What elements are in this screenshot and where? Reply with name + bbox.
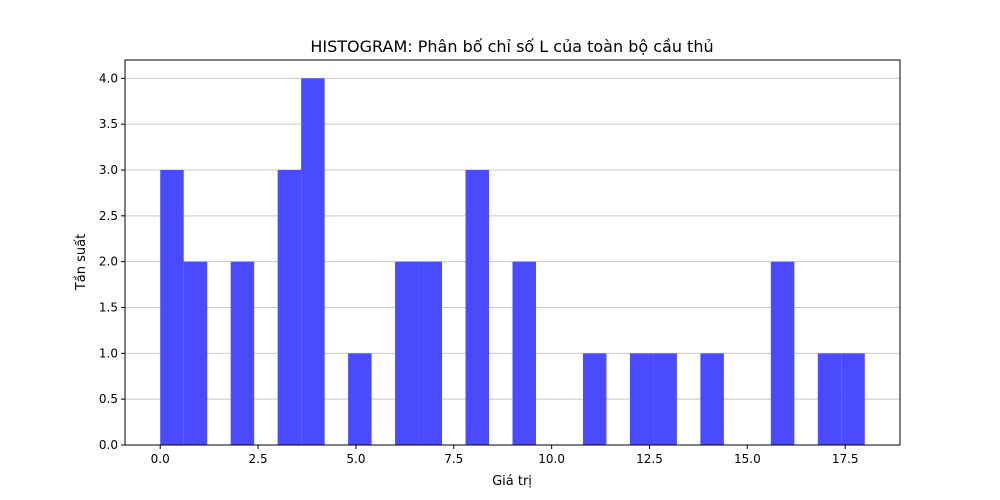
y-axis-label: Tần suất (74, 234, 89, 291)
histogram-bar (160, 170, 184, 445)
y-tick-label: 0.5 (99, 392, 118, 406)
histogram-bar (465, 170, 490, 445)
histogram-bar (770, 261, 795, 445)
histogram-bar (700, 353, 724, 445)
histogram-bar (653, 353, 677, 445)
y-tick-label: 2.0 (99, 255, 118, 269)
histogram-bar (582, 353, 607, 445)
chart-title: HISTOGRAM: Phân bố chỉ số L của toàn bộ … (310, 37, 713, 56)
x-tick-label: 10.0 (538, 452, 565, 466)
plot-frame (124, 59, 901, 446)
x-axis-label: Giá trị (492, 474, 532, 489)
y-tick-label: 0.0 (99, 438, 118, 452)
x-tick-label: 0.0 (151, 452, 170, 466)
histogram-bar (277, 170, 302, 445)
x-tick-label: 7.5 (444, 452, 463, 466)
bars (160, 78, 865, 445)
histogram-bar (348, 353, 372, 445)
y-tick-label: 3.0 (99, 163, 118, 177)
histogram-bar (230, 261, 255, 445)
histogram-bar (629, 353, 654, 445)
histogram-bar (418, 261, 443, 445)
x-tick-label: 15.0 (734, 452, 761, 466)
x-tick-label: 2.5 (249, 452, 268, 466)
axes: 0.0 0.5 1.0 1.5 2.0 2.5 3.0 3.5 4.0 0.0 2.5 5.0 7.5 1… (99, 59, 901, 466)
y-tick-label: 1.5 (99, 301, 118, 315)
histogram-bar (395, 261, 419, 445)
histogram-bar (301, 78, 325, 445)
y-tick-label: 3.5 (99, 117, 118, 131)
histogram-bar (183, 261, 208, 445)
x-tick-label: 12.5 (636, 452, 663, 466)
histogram-bar (817, 353, 842, 445)
y-tick-label: 1.0 (99, 346, 118, 360)
x-tick-label: 17.5 (832, 452, 859, 466)
y-tick-label: 4.0 (99, 71, 118, 85)
histogram-bar (841, 353, 865, 445)
histogram-bar (512, 261, 536, 445)
x-tick-label: 5.0 (346, 452, 365, 466)
y-tick-label: 2.5 (99, 209, 118, 223)
